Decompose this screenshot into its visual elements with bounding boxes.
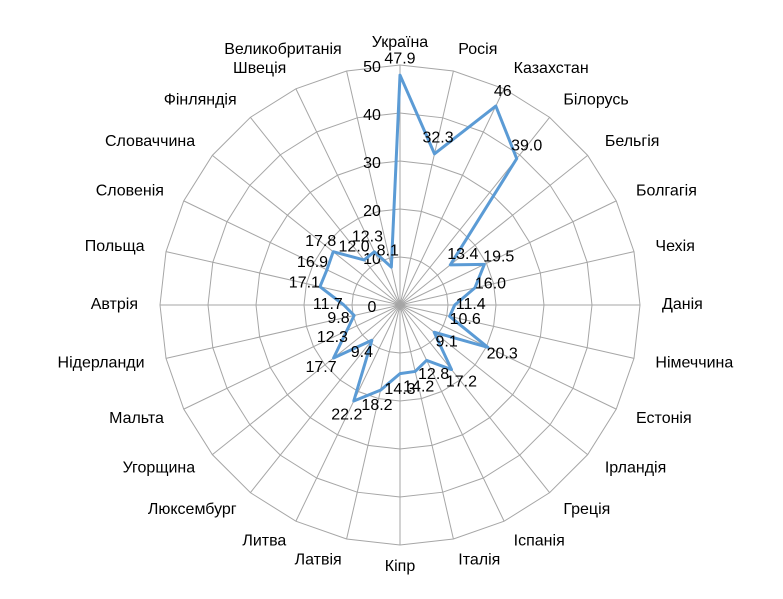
data-label: 10.6 — [450, 311, 481, 328]
spoke — [346, 304, 401, 540]
spoke — [399, 70, 454, 306]
data-label: 12.8 — [418, 366, 449, 383]
category-label: Латвія — [295, 552, 342, 569]
data-label: 39.0 — [511, 137, 542, 154]
category-label: Казахстан — [514, 60, 589, 77]
data-label: 17.1 — [289, 274, 320, 291]
data-label: 32.3 — [422, 129, 453, 146]
r-tick-label: 0 — [368, 299, 377, 316]
category-label: Автрія — [91, 296, 138, 313]
data-label: 46 — [494, 83, 512, 100]
data-label: 18.2 — [361, 397, 392, 414]
category-label: Іспанія — [514, 532, 565, 549]
spoke — [399, 304, 635, 359]
category-label: Словенія — [96, 183, 164, 200]
spoke — [165, 251, 401, 306]
category-label: Бельгія — [605, 133, 660, 150]
data-label: 14.3 — [384, 381, 415, 398]
r-tick-label: 40 — [363, 107, 381, 124]
r-tick-label: 50 — [363, 59, 381, 76]
spoke — [399, 117, 551, 306]
category-label: Литва — [242, 532, 286, 549]
spoke — [346, 70, 401, 306]
spoke — [399, 88, 505, 306]
category-label: Швеція — [233, 60, 286, 77]
data-label: 9.8 — [327, 310, 349, 327]
category-label: Данія — [662, 296, 703, 313]
data-label: 8.1 — [377, 243, 399, 260]
spoke — [399, 154, 588, 306]
data-label: 19.5 — [483, 249, 514, 266]
spoke — [399, 304, 454, 540]
spoke — [399, 304, 505, 522]
category-label: Росія — [458, 41, 497, 58]
category-label: Болгагія — [636, 183, 697, 200]
category-label: Ірландія — [605, 460, 666, 477]
spoke — [295, 88, 401, 306]
category-label: Україна — [372, 34, 429, 51]
data-label: 47.9 — [384, 50, 415, 67]
data-label: 12.3 — [352, 229, 383, 246]
spoke — [295, 304, 401, 522]
data-label: 12.0 — [339, 239, 370, 256]
category-label: Нідерланди — [58, 355, 145, 372]
category-label: Естонія — [636, 410, 692, 427]
data-label: 11.7 — [313, 296, 343, 313]
category-label: Великобританія — [224, 41, 342, 58]
data-label: 17.7 — [305, 359, 336, 376]
data-line — [318, 73, 519, 403]
data-label: 22.2 — [331, 407, 362, 424]
category-label: Греція — [563, 501, 610, 518]
data-label: 9.1 — [436, 333, 458, 350]
category-label: Німеччина — [655, 355, 733, 372]
data-label: 9.4 — [351, 344, 373, 361]
spoke — [399, 304, 588, 456]
spoke — [183, 200, 401, 306]
category-label: Чехія — [655, 238, 694, 255]
spoke — [183, 304, 401, 410]
spoke — [399, 251, 635, 306]
data-label: 16.0 — [475, 276, 506, 293]
data-label: 17.8 — [305, 233, 336, 250]
category-label: Угорщина — [123, 460, 196, 477]
data-label: 11.4 — [456, 296, 486, 313]
spoke — [399, 304, 617, 410]
spoke — [165, 304, 401, 359]
category-label: Кіпр — [385, 558, 416, 575]
spoke — [212, 154, 401, 306]
category-label: Білорусь — [563, 91, 628, 108]
data-label: 16.9 — [297, 254, 328, 271]
category-label: Фінляндія — [164, 91, 237, 108]
r-tick-label: 30 — [363, 155, 381, 172]
category-label: Люксембург — [148, 501, 237, 518]
data-label: 20.3 — [487, 345, 518, 362]
category-label: Словаччина — [105, 133, 195, 150]
r-tick-label: 20 — [363, 203, 381, 220]
spoke — [249, 117, 401, 306]
data-label: 14.2 — [403, 378, 434, 395]
spoke — [212, 304, 401, 456]
spoke — [399, 304, 551, 493]
spoke — [249, 304, 401, 493]
data-label: 13.4 — [447, 246, 478, 263]
category-label: Польща — [85, 238, 145, 255]
category-label: Мальта — [109, 410, 164, 427]
data-label: 17.2 — [446, 373, 477, 390]
spoke — [399, 200, 617, 306]
data-label: 12.3 — [317, 329, 348, 346]
category-label: Італія — [458, 552, 500, 569]
